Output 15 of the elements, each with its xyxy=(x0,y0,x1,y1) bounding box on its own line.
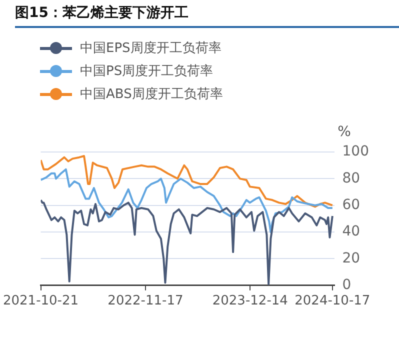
x-tick-label: 2023-12-14 xyxy=(212,294,288,309)
legend-label: 中国ABS周度开工负荷率 xyxy=(80,86,223,102)
y-tick-label: 20 xyxy=(342,250,360,266)
x-tick-label: 2024-10-17 xyxy=(294,294,370,309)
legend-label: 中国PS周度开工负荷率 xyxy=(80,62,214,80)
x-tick-label: 2022-11-17 xyxy=(108,294,184,309)
y-axis-title: % xyxy=(338,124,351,140)
y-tick-label: 80 xyxy=(342,170,360,186)
y-tick-label: 60 xyxy=(342,197,360,213)
chart-title: 图15：苯乙烯主要下游开工 xyxy=(15,4,188,22)
y-tick-label: 40 xyxy=(342,224,360,240)
legend-label: 中国EPS周度开工负荷率 xyxy=(80,40,222,56)
y-tick-label: 0 xyxy=(342,277,352,294)
x-tick-label: 2021-10-21 xyxy=(2,294,79,309)
y-tick-label: 100 xyxy=(342,144,370,160)
